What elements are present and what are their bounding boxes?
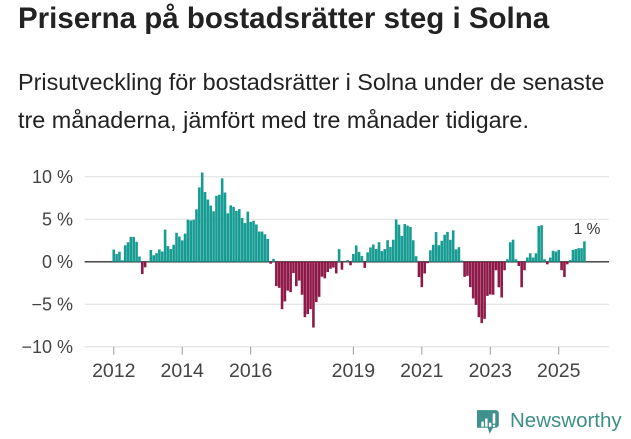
svg-text:2012: 2012 bbox=[92, 360, 135, 382]
svg-text:2016: 2016 bbox=[229, 360, 272, 382]
svg-text:2023: 2023 bbox=[469, 360, 512, 382]
svg-text:−10 %: −10 % bbox=[21, 337, 73, 357]
svg-text:2014: 2014 bbox=[161, 360, 205, 382]
svg-text:2019: 2019 bbox=[332, 360, 375, 382]
svg-text:1 %: 1 % bbox=[574, 221, 601, 238]
svg-text:2021: 2021 bbox=[400, 360, 443, 382]
svg-text:0 %: 0 % bbox=[42, 252, 73, 272]
svg-text:2025: 2025 bbox=[537, 360, 581, 382]
svg-text:5 %: 5 % bbox=[42, 209, 73, 229]
svg-text:−5 %: −5 % bbox=[31, 294, 73, 314]
svg-text:10 %: 10 % bbox=[32, 167, 73, 187]
